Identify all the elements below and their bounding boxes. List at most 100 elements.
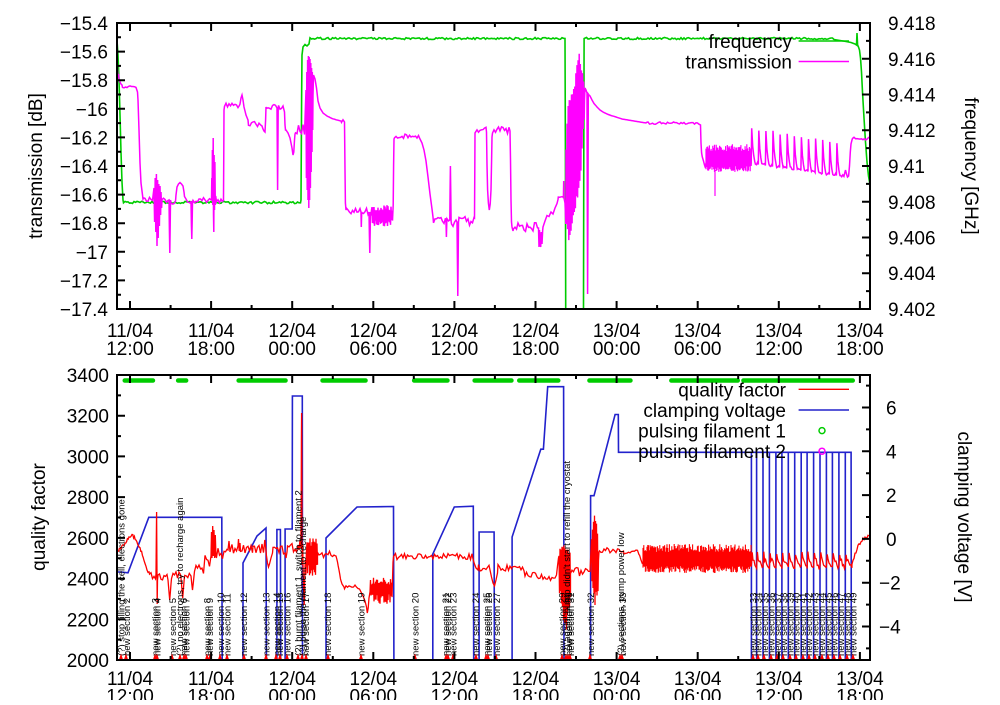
- svg-text:clamping voltage: clamping voltage: [643, 401, 786, 422]
- svg-text:12/04: 12/04: [350, 669, 398, 690]
- svg-text:9.406: 9.406: [888, 229, 936, 250]
- svg-text:new section 33: new section 33: [618, 593, 629, 656]
- svg-text:quality factor: quality factor: [29, 462, 50, 570]
- svg-text:transmission [dB]: transmission [dB]: [26, 93, 47, 239]
- svg-text:00:00: 00:00: [593, 339, 641, 360]
- svg-text:(?) stop filling the cell, ele: (?) stop filling the cell, electrons gon…: [117, 499, 128, 656]
- svg-text:new section 27: new section 27: [492, 593, 503, 656]
- svg-text:new section 5: new section 5: [168, 598, 179, 656]
- svg-text:13/04: 13/04: [593, 321, 641, 342]
- svg-text:0: 0: [886, 530, 897, 551]
- svg-text:new section 42: new section 42: [804, 593, 815, 656]
- svg-text:3200: 3200: [67, 407, 109, 428]
- svg-text:06:00: 06:00: [350, 339, 398, 360]
- svg-text:−17: −17: [76, 243, 108, 264]
- svg-text:new section 37: new section 37: [773, 593, 784, 656]
- svg-text:new section 14: new section 14: [272, 593, 283, 656]
- svg-text:00:00: 00:00: [268, 687, 316, 701]
- svg-text:new section 19: new section 19: [357, 593, 368, 656]
- svg-text:new section 24: new section 24: [471, 593, 482, 656]
- svg-text:2: 2: [886, 486, 897, 507]
- svg-text:new section 32: new section 32: [586, 593, 597, 656]
- svg-text:9.41: 9.41: [888, 157, 925, 178]
- svg-text:new section 33: new section 33: [748, 593, 759, 656]
- svg-text:12/04: 12/04: [268, 321, 316, 342]
- svg-text:new section 31: new section 31: [566, 593, 577, 656]
- svg-text:new section 39: new section 39: [785, 593, 796, 656]
- svg-text:new section 29: new section 29: [558, 593, 569, 656]
- svg-text:new section 30: new section 30: [564, 593, 575, 656]
- svg-text:13/04: 13/04: [836, 321, 884, 342]
- svg-text:2800: 2800: [67, 488, 109, 509]
- svg-text:−15.8: −15.8: [60, 71, 108, 92]
- svg-text:−15.4: −15.4: [60, 14, 109, 35]
- svg-text:13/04: 13/04: [674, 321, 722, 342]
- svg-text:9.416: 9.416: [888, 50, 936, 71]
- svg-text:4: 4: [886, 442, 897, 463]
- svg-text:new section 23: new section 23: [449, 593, 460, 656]
- svg-text:12/04: 12/04: [350, 321, 398, 342]
- svg-text:11/04: 11/04: [188, 669, 235, 690]
- svg-text:−4: −4: [879, 618, 901, 639]
- svg-text:−17.4: −17.4: [60, 300, 109, 321]
- svg-text:−2: −2: [879, 574, 901, 595]
- svg-text:(?) sections, pump power low: (?) sections, pump power low: [616, 532, 627, 656]
- svg-text:pulsing filament 2: pulsing filament 2: [638, 442, 786, 463]
- svg-text:2600: 2600: [67, 529, 109, 550]
- svg-text:18:00: 18:00: [512, 339, 560, 360]
- svg-text:new section 46: new section 46: [829, 593, 840, 656]
- svg-text:(?) burnt filament 1, switch t: (?) burnt filament 1, switch to filament…: [294, 490, 305, 656]
- svg-text:new section 2: new section 2: [122, 598, 133, 656]
- svg-text:12/04: 12/04: [512, 321, 560, 342]
- svg-text:new section 8: new section 8: [203, 598, 214, 656]
- svg-text:−16.2: −16.2: [60, 128, 108, 149]
- svg-text:12:00: 12:00: [431, 687, 479, 701]
- svg-text:12/04: 12/04: [431, 669, 479, 690]
- svg-text:11/04: 11/04: [107, 669, 154, 690]
- svg-text:9.418: 9.418: [888, 14, 936, 35]
- svg-text:new section 40: new section 40: [792, 593, 803, 656]
- svg-text:−16: −16: [76, 100, 108, 121]
- svg-text:06:00: 06:00: [674, 339, 722, 360]
- svg-text:13/04: 13/04: [836, 669, 884, 690]
- svg-text:9.408: 9.408: [888, 193, 936, 214]
- svg-text:3000: 3000: [67, 447, 109, 468]
- svg-text:12/04: 12/04: [268, 669, 316, 690]
- svg-text:new section 17: new section 17: [301, 593, 312, 656]
- svg-text:new section 11: new section 11: [223, 593, 234, 656]
- svg-text:new section 10: new section 10: [216, 593, 227, 656]
- svg-text:12:00: 12:00: [106, 339, 154, 360]
- svg-text:12/04: 12/04: [512, 669, 560, 690]
- svg-text:00:00: 00:00: [593, 687, 641, 701]
- svg-text:new section 9: new section 9: [205, 598, 216, 656]
- svg-text:12:00: 12:00: [431, 339, 479, 360]
- svg-text:(?) again, pump didn't start t: (?) again, pump didn't start to refill t…: [562, 461, 573, 656]
- svg-text:06:00: 06:00: [674, 687, 722, 701]
- svg-text:−15.6: −15.6: [60, 43, 108, 64]
- svg-text:00:00: 00:00: [268, 339, 316, 360]
- svg-text:new section 7: new section 7: [182, 598, 193, 656]
- svg-text:−16.4: −16.4: [60, 157, 109, 178]
- svg-text:9.402: 9.402: [888, 300, 936, 321]
- svg-text:18:00: 18:00: [187, 687, 235, 701]
- svg-text:new section 20: new section 20: [411, 593, 422, 656]
- svg-text:(?) pulse the filament to rech: (?) pulse the filament to recharge: [298, 517, 309, 656]
- svg-text:12:00: 12:00: [755, 339, 803, 360]
- svg-text:clamping voltage [V]: clamping voltage [V]: [953, 431, 974, 602]
- svg-text:12/04: 12/04: [431, 321, 479, 342]
- svg-text:13/04: 13/04: [755, 321, 803, 342]
- svg-text:transmission: transmission: [685, 53, 792, 74]
- svg-text:12:00: 12:00: [106, 687, 154, 701]
- svg-text:(?) no electrons, try to recha: (?) no electrons, try to recharge again: [175, 498, 186, 656]
- svg-text:frequency [GHz]: frequency [GHz]: [960, 97, 981, 234]
- svg-text:new section 48: new section 48: [842, 593, 853, 656]
- svg-text:−17.2: −17.2: [60, 271, 108, 292]
- svg-text:new section 45: new section 45: [823, 593, 834, 656]
- svg-text:9.412: 9.412: [888, 121, 936, 142]
- svg-text:18:00: 18:00: [836, 339, 884, 360]
- svg-text:new section 35: new section 35: [760, 593, 771, 656]
- svg-text:11/04: 11/04: [107, 321, 154, 342]
- svg-text:3400: 3400: [67, 366, 109, 387]
- svg-text:new section 38: new section 38: [779, 593, 790, 656]
- svg-text:13/04: 13/04: [593, 669, 641, 690]
